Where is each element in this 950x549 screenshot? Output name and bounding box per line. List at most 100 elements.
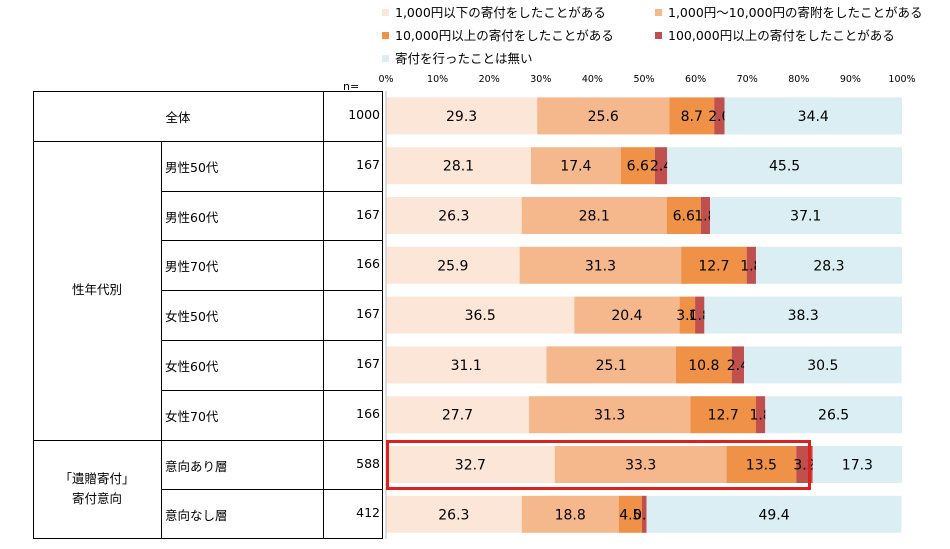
bar-segment (519, 246, 682, 284)
data-label: 34.4 (798, 109, 829, 125)
data-label: 31.3 (585, 258, 616, 274)
row-divider (161, 340, 383, 341)
legend-label: 10,000円以上の寄付をしたことがある (395, 28, 614, 43)
data-label: 25.1 (596, 358, 627, 374)
x-tick-label: 70% (736, 74, 758, 85)
row-label: 女性60代 (165, 358, 219, 374)
row-label: 男性70代 (165, 259, 219, 275)
data-label: 6.6 (627, 159, 649, 175)
x-tick-label: 40% (581, 74, 603, 85)
bar-segment (574, 296, 680, 334)
x-tick-label: 0% (378, 74, 394, 85)
data-label: 4.5 (619, 507, 641, 523)
legend-label: 1,000円～10,000円の寄附をしたことがある (668, 5, 923, 20)
bar-segment (620, 147, 655, 185)
legend-label: 1,000円以下の寄付をしたことがある (395, 5, 606, 20)
bar-segment (724, 97, 902, 135)
x-tick-label: 90% (839, 74, 861, 85)
legend-swatch (655, 9, 662, 16)
data-label: 6.6 (673, 209, 695, 225)
bar-segment (521, 495, 619, 533)
data-label: 49.4 (758, 507, 789, 523)
row-n-value: 167 (356, 355, 380, 371)
data-label: 26.3 (438, 209, 469, 225)
x-tick-label: 10% (427, 74, 449, 85)
bar-segment (704, 296, 902, 334)
x-tick-label: 100% (888, 74, 916, 85)
row-divider (161, 290, 383, 292)
bar-segment (681, 246, 747, 284)
bar-segment (667, 147, 902, 185)
x-tick-label: 80% (788, 74, 810, 85)
data-label: 13.5 (746, 458, 777, 474)
bar-segment (646, 495, 902, 533)
bar-segment (710, 197, 902, 234)
bar-segment (528, 396, 691, 434)
legend-label: 100,000円以上の寄付をしたことがある (668, 28, 895, 43)
row-label: 男性60代 (165, 209, 219, 225)
data-label: 33.3 (625, 458, 656, 474)
data-label: 18.8 (555, 507, 586, 523)
group-label: 「遺贈寄付」 寄付意向 (33, 469, 161, 509)
data-label: 25.6 (588, 109, 619, 125)
data-label: 10.8 (688, 358, 719, 374)
data-label: 20.4 (611, 308, 642, 324)
x-tick-label: 50% (633, 74, 655, 85)
n-header: n= (343, 80, 360, 93)
data-label: 28.1 (579, 209, 610, 225)
row-label: 全体 (165, 109, 191, 125)
bar-segment (812, 446, 902, 483)
row-label: 意向なし層 (165, 508, 228, 524)
data-label: 28.3 (813, 258, 844, 274)
bar-segment (386, 246, 520, 284)
data-label: 31.3 (594, 408, 625, 424)
legend-label: 寄付を行ったことは無い (395, 51, 533, 66)
legend-swatch (382, 55, 389, 62)
bar-segment (546, 346, 676, 384)
bar-segment (700, 197, 711, 234)
bar-segment (679, 296, 696, 334)
row-label: 女性70代 (165, 408, 219, 424)
bar-segment (386, 147, 531, 185)
data-label: 36.5 (465, 308, 496, 324)
bar-segment (386, 97, 538, 135)
data-label: 26.3 (438, 507, 469, 523)
group-divider (33, 140, 383, 142)
row-n-value: 166 (356, 256, 380, 272)
legend-swatch (382, 32, 389, 39)
bar-segment (537, 97, 670, 135)
row-n-value: 167 (356, 206, 380, 222)
legend-swatch (382, 9, 389, 16)
bar-segment (386, 446, 555, 483)
data-label: 28.1 (443, 159, 474, 175)
row-n-value: 166 (356, 405, 380, 421)
row-divider (161, 190, 383, 192)
bar-segment (618, 495, 642, 533)
legend: 1,000円以下の寄付をしたことがある 1,000円～10,000円の寄附をしたこ… (0, 0, 950, 70)
bar-segment (765, 396, 902, 434)
data-label: 2.4 (650, 159, 672, 175)
bar-segment (386, 346, 547, 384)
bar-segment (531, 147, 621, 185)
row-divider (161, 489, 383, 491)
bar-segment (690, 396, 756, 434)
bar-segment (675, 346, 732, 384)
bar-segment (654, 147, 668, 185)
data-label: 38.3 (788, 308, 819, 324)
data-label: 37.1 (790, 209, 821, 225)
bar-segment (744, 346, 902, 384)
legend-item: 10,000円以上の寄付をしたことがある (382, 28, 614, 44)
x-tick-label: 60% (685, 74, 707, 85)
row-n-value: 588 (356, 455, 380, 471)
bar-segment (666, 197, 701, 234)
bar-segment (755, 396, 766, 434)
legend-item: 100,000円以上の寄付をしたことがある (655, 28, 895, 44)
bar-segment (695, 296, 705, 334)
group-label-line: 寄付意向 (71, 491, 122, 507)
data-label: 12.7 (708, 408, 739, 424)
data-label: 31.1 (451, 358, 482, 374)
data-label: 2.4 (727, 358, 749, 374)
bar-segment (746, 246, 756, 284)
x-tick-label: 30% (530, 74, 552, 85)
